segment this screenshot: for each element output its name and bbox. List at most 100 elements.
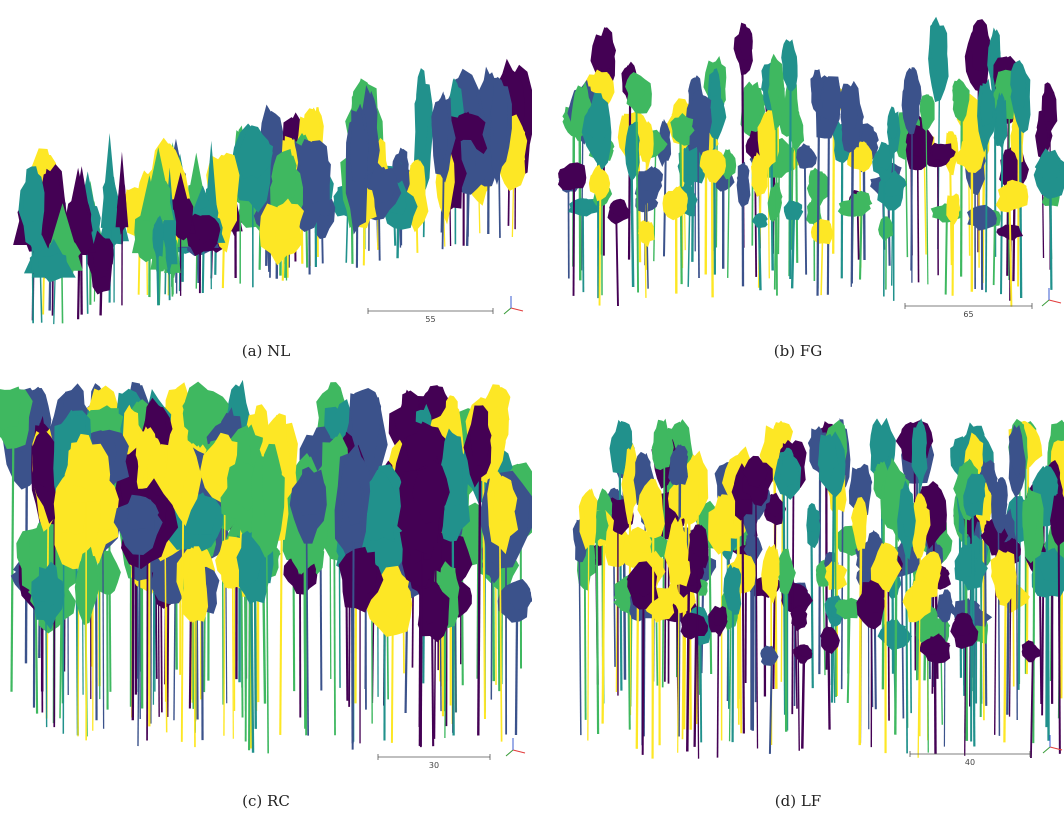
tree-crown	[115, 151, 129, 306]
tree-crown	[1041, 82, 1058, 270]
tree-crown	[113, 494, 163, 747]
tree-crown	[64, 433, 111, 741]
tree-crown	[872, 141, 893, 297]
tree-crown	[776, 548, 796, 732]
tree-crown	[806, 503, 821, 689]
tree-crown	[742, 455, 773, 749]
tree-crown	[1010, 60, 1031, 298]
tree-crown	[685, 89, 712, 279]
tree-crown	[708, 494, 736, 741]
tree-crown	[736, 161, 751, 287]
tree-crown	[651, 418, 674, 688]
tree-crown	[31, 238, 76, 325]
caption-c: (c) RC	[242, 792, 290, 810]
tree-crown	[588, 164, 611, 306]
tree-crown	[999, 147, 1029, 282]
tree-crown	[638, 220, 655, 298]
tree-crown	[417, 579, 450, 747]
tree-crown	[963, 473, 986, 747]
axis-triad-icon	[1042, 735, 1063, 754]
tree-crown	[708, 605, 728, 758]
tree-crown	[664, 516, 691, 753]
forest-point-cloud-nl: 55	[13, 58, 532, 325]
tree-crown	[767, 53, 786, 296]
tree-crown	[181, 546, 209, 748]
tree-crown	[1008, 424, 1026, 721]
tree-crown	[810, 69, 824, 296]
tree-crown	[878, 216, 894, 290]
caption-b: (b) FG	[773, 342, 823, 360]
scale-bar: 65	[904, 303, 1033, 319]
tree-crown	[991, 477, 1008, 736]
axis-triad-icon	[503, 296, 524, 315]
tree-crown	[919, 633, 951, 754]
tree-crown	[463, 405, 492, 736]
scale-bar-label: 30	[429, 761, 439, 770]
panel-d-point-cloud: 40	[532, 375, 1064, 775]
tree-crown	[164, 420, 202, 742]
tree-crown	[607, 198, 631, 306]
scale-bar-label: 40	[965, 758, 975, 767]
tree-crown	[231, 123, 273, 288]
tree-layer	[557, 16, 1064, 307]
tree-crown	[578, 488, 598, 741]
tree-crown	[487, 471, 519, 742]
tree-crown	[954, 543, 988, 742]
tree-crown	[946, 193, 961, 296]
axis-triad-icon	[1041, 288, 1062, 307]
tree-crown	[955, 138, 987, 292]
tree-crown	[974, 482, 994, 721]
tree-crown	[952, 78, 970, 277]
tree-crown	[360, 464, 410, 741]
tree-crown	[977, 78, 996, 293]
scale-bar: 40	[909, 751, 1031, 767]
tree-crown	[1050, 492, 1064, 754]
tree-crown	[431, 91, 456, 250]
tree-layer	[0, 379, 532, 754]
caption-d: (d) LF	[774, 792, 822, 810]
tree-crown	[760, 645, 779, 754]
tree-crown	[993, 92, 1008, 295]
tree-layer	[572, 417, 1064, 759]
tree-crown	[870, 542, 902, 754]
tree-crown	[1031, 547, 1064, 741]
tree-crown	[688, 524, 709, 759]
tree-crown	[497, 579, 532, 736]
scale-bar-label: 55	[425, 315, 435, 324]
tree-crown	[723, 564, 742, 743]
forest-point-cloud-lf: 40	[572, 417, 1064, 767]
tree-crown	[699, 149, 726, 298]
panel-b-point-cloud: 65	[532, 0, 1064, 330]
tree-crown	[820, 626, 840, 730]
tree-crown	[340, 478, 365, 750]
tree-crown	[967, 204, 997, 290]
scale-bar: 55	[367, 308, 494, 324]
tree-crown	[817, 431, 846, 703]
tree-crown	[796, 143, 817, 275]
panel-a-point-cloud: 55	[0, 0, 532, 330]
tree-crown	[905, 124, 934, 283]
tree-crown	[338, 546, 384, 744]
tree-crown	[790, 606, 808, 751]
forest-point-cloud-rc: 30	[0, 379, 532, 770]
tree-crown	[773, 453, 802, 731]
tree-crown	[1021, 640, 1042, 759]
tree-crown	[834, 597, 862, 703]
tree-crown	[397, 460, 450, 748]
tree-crown	[995, 179, 1029, 307]
tree-crown	[670, 113, 695, 285]
tree-crown	[31, 561, 65, 728]
tree-crown	[0, 386, 33, 692]
tree-crown	[887, 106, 901, 301]
tree-crown	[840, 80, 864, 287]
tree-crown	[662, 185, 688, 294]
tree-crown	[581, 92, 612, 299]
tree-crown	[637, 478, 665, 759]
tree-crown	[1022, 486, 1044, 744]
tree-crown	[251, 443, 285, 754]
tree-crown	[950, 612, 979, 756]
tree-crown	[901, 74, 922, 283]
tree-crown	[897, 480, 916, 754]
forest-point-cloud-fg: 65	[557, 16, 1064, 319]
scale-bar: 30	[377, 754, 491, 770]
